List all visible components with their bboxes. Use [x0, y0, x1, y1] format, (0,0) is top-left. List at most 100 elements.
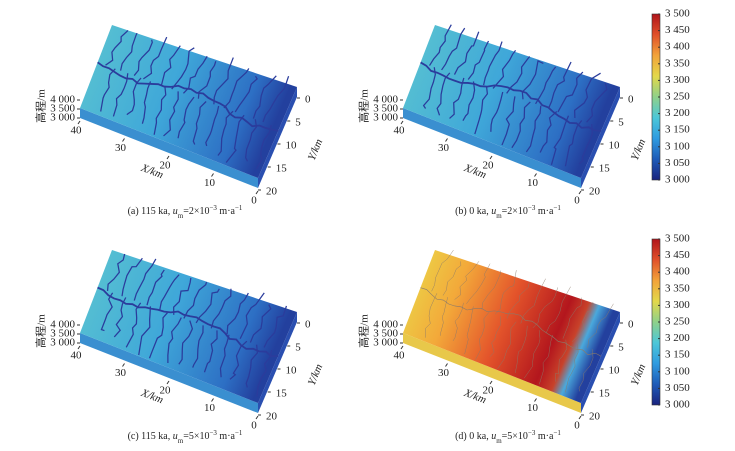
valley [249, 304, 272, 343]
x-tick [122, 363, 125, 367]
valley [133, 258, 157, 301]
colorbar-tick-label: 3 100 [665, 140, 690, 152]
valley [133, 39, 153, 76]
valley [141, 81, 152, 124]
caption-part: m [178, 212, 184, 220]
x-tick [77, 345, 81, 350]
valley [183, 281, 208, 319]
y-tick-label: 20 [589, 186, 601, 198]
y-tick-label: 5 [618, 342, 624, 354]
colorbar-tick-label: 3 100 [665, 365, 690, 377]
valley [464, 306, 474, 355]
colorbar-tick-label: 3 500 [665, 8, 690, 20]
valley [100, 68, 116, 112]
x-tick-label: 20 [160, 385, 172, 397]
z-axis-label: 高程/m [34, 89, 48, 123]
valley [234, 75, 258, 113]
y-tick-label: 20 [266, 411, 278, 423]
x-tick [445, 363, 448, 367]
surface [80, 25, 297, 178]
valley [492, 50, 517, 89]
valley [262, 76, 290, 123]
x-tick-label: 0 [251, 420, 257, 432]
valley [475, 311, 490, 360]
colorbar-tick-label: 3 000 [665, 174, 690, 186]
surface [80, 250, 297, 403]
valley [562, 297, 582, 339]
valley [121, 257, 143, 297]
x-tick-label: 10 [527, 177, 539, 189]
y-axis-label: Y/km [306, 137, 325, 162]
valley [223, 68, 250, 109]
colorbar-tick-label: 3 300 [665, 299, 690, 311]
valley [229, 340, 248, 380]
valley [481, 270, 502, 310]
surface-side [80, 108, 258, 188]
valley [217, 110, 234, 156]
x-tick-label: 30 [115, 142, 127, 154]
valley [195, 288, 220, 324]
y-tick-label: 5 [295, 117, 301, 129]
z-tick-label: 3 000 [373, 112, 398, 124]
y-tick-label: 10 [286, 140, 298, 152]
valley [192, 101, 207, 145]
valley [146, 269, 165, 306]
surface-side [258, 87, 297, 188]
caption-part: −1 [553, 204, 561, 212]
valley [106, 253, 126, 291]
colorbar-tick-label: 3 200 [665, 332, 690, 344]
valley [148, 312, 169, 359]
z-axis-label: 高程/m [357, 314, 371, 348]
colorbar-tick-label: 3 350 [665, 282, 690, 294]
valley [428, 24, 452, 66]
x-tick [166, 155, 170, 160]
x-tick [211, 398, 214, 402]
caption-part: m·a [217, 431, 236, 442]
valley [125, 302, 142, 348]
surface [403, 250, 620, 403]
y-tick-label: 15 [599, 163, 611, 175]
y-tick-label: 5 [618, 117, 624, 129]
z-tick-label: 3 000 [50, 112, 75, 124]
caption-part: −1 [553, 429, 561, 437]
y-tick-label: 15 [599, 388, 611, 400]
valley [112, 73, 129, 117]
x-tick [489, 155, 493, 160]
valley [565, 343, 579, 393]
valley [453, 31, 480, 75]
colorbar-tick-label: 3 150 [665, 124, 690, 136]
z-tick-label: 3 500 [373, 103, 398, 115]
valley [245, 119, 258, 162]
x-tick [445, 138, 448, 142]
colorbar-tick-label: 3 400 [665, 266, 690, 278]
x-tick [255, 415, 259, 420]
caption-part: =5×10 [502, 431, 528, 442]
valley [525, 105, 542, 153]
valley [256, 350, 273, 397]
caption-part: =5×10 [183, 431, 209, 442]
valley [425, 293, 438, 338]
y-tick-label: 20 [589, 411, 601, 423]
y-axis-label: Y/km [629, 362, 648, 387]
valley [489, 316, 502, 357]
valley [105, 30, 129, 66]
valley [578, 349, 594, 392]
x-tick-label: 0 [251, 195, 257, 207]
x-tick [400, 345, 404, 350]
valley [441, 27, 466, 71]
x-tick [77, 120, 81, 125]
valley [497, 321, 517, 370]
valley [226, 292, 249, 335]
caption-part: −3 [209, 429, 217, 437]
caption-part: −3 [209, 204, 217, 212]
x-tick [400, 120, 404, 125]
valley [126, 77, 142, 116]
valley [436, 72, 451, 116]
x-tick-label: 0 [574, 420, 580, 432]
valley [197, 61, 217, 99]
valley [494, 270, 517, 315]
